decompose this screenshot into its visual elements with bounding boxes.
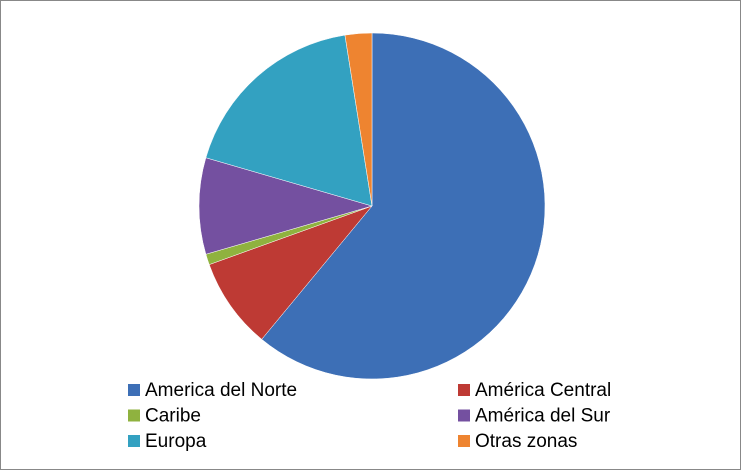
- legend-swatch: [128, 384, 140, 396]
- pie-slice: [205, 34, 373, 207]
- legend-label: America del Norte: [145, 380, 297, 401]
- pie-slice: [208, 205, 373, 340]
- legend-swatch: [458, 409, 470, 422]
- pie-slice: [198, 157, 373, 255]
- legend-swatch: [458, 384, 470, 396]
- legend-label: América del Sur: [475, 406, 611, 427]
- legend-swatch: [458, 435, 470, 447]
- legend-label: América Central: [475, 380, 611, 401]
- legend-label: Otras zonas: [475, 431, 577, 452]
- pie-slice: [344, 32, 373, 207]
- pie-slice: [261, 32, 546, 380]
- legend-swatch: [128, 435, 140, 447]
- legend-swatch: [128, 409, 140, 422]
- legend-label: Europa: [145, 431, 207, 452]
- legend-label: Caribe: [145, 406, 201, 427]
